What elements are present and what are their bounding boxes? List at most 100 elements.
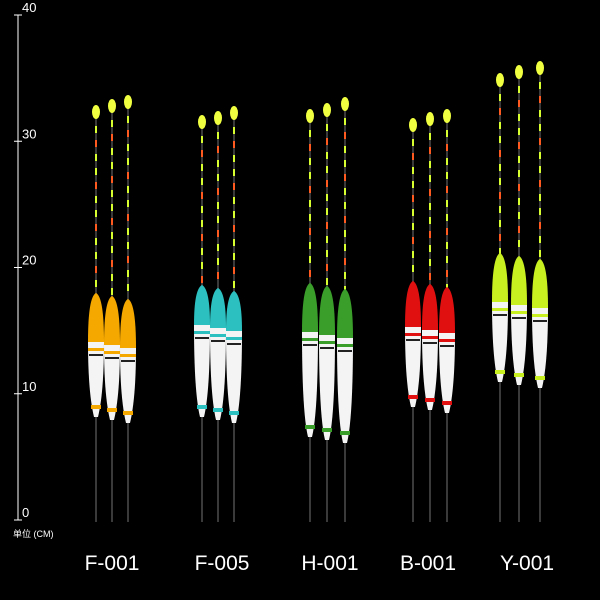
float-stripe <box>120 354 136 357</box>
tick-label: 40 <box>22 0 36 15</box>
float-body-bottom <box>104 345 120 420</box>
tick-label: 10 <box>22 379 36 394</box>
float-body-top <box>511 256 527 305</box>
float-stripe <box>338 350 352 352</box>
float-stripe <box>91 405 101 409</box>
ruler-unit: 单位 (CM) <box>13 528 54 539</box>
float-body-top <box>492 253 508 302</box>
float-stripe <box>514 373 524 377</box>
float-body-bottom <box>120 348 136 423</box>
float-body-top <box>532 259 548 308</box>
float-stripe <box>89 354 103 356</box>
float-body-bottom <box>88 342 104 417</box>
float-stripe <box>408 395 418 399</box>
float-body-top <box>104 296 120 345</box>
float-body-bottom <box>194 325 210 417</box>
float-stripe <box>425 398 435 402</box>
float-stripe <box>511 311 527 314</box>
ruler-ticks: 0 10 20 30 40 <box>14 0 36 521</box>
float-stripe <box>195 337 209 339</box>
antenna-tip <box>124 95 132 109</box>
product-label: F-001 <box>85 552 140 575</box>
float-stripe <box>340 431 350 435</box>
float-body-top <box>194 285 210 325</box>
float-stripe <box>123 411 133 415</box>
antenna-tip <box>426 112 434 126</box>
float-body-bottom <box>422 330 438 410</box>
float-stripe <box>512 317 526 319</box>
antenna-tip <box>443 109 451 123</box>
antenna-tip <box>409 118 417 132</box>
float-body-bottom <box>439 333 455 413</box>
float-stripe <box>422 336 438 339</box>
antenna-tip <box>92 105 100 119</box>
float-stripe <box>442 401 452 405</box>
float-stripe <box>305 425 315 429</box>
float-stripe <box>320 347 334 349</box>
product-label: Y-001 <box>500 552 554 575</box>
float-stripe <box>227 343 241 345</box>
tick-label: 0 <box>22 505 29 520</box>
float-body-top <box>302 283 318 332</box>
float-stripe <box>210 334 226 337</box>
float-stripe <box>337 344 353 347</box>
antenna-tip <box>214 111 222 125</box>
float-body-top <box>319 286 335 335</box>
antenna-tip <box>306 109 314 123</box>
float-stripe <box>88 348 104 351</box>
float-body-top <box>405 281 421 327</box>
float-stripe <box>213 408 223 412</box>
tick-label: 20 <box>22 253 36 268</box>
antenna-tip <box>323 103 331 117</box>
float-stripe <box>423 342 437 344</box>
float-stripe <box>533 320 547 322</box>
float-stripe <box>303 344 317 346</box>
antenna-tip <box>198 115 206 129</box>
float-body-top <box>88 293 104 342</box>
float-body-bottom <box>210 328 226 420</box>
float-stripe <box>197 405 207 409</box>
float-body-bottom <box>492 302 508 382</box>
product-label: B-001 <box>400 552 456 575</box>
float-body-bottom <box>511 305 527 385</box>
antenna-tip <box>341 97 349 111</box>
floats <box>88 61 548 522</box>
float-body-bottom <box>302 332 318 437</box>
float-body-bottom <box>337 338 353 443</box>
float-body-bottom <box>405 327 421 407</box>
float-stripe <box>121 360 135 362</box>
antenna-tip <box>496 73 504 87</box>
float-body-top <box>226 291 242 331</box>
float-stripe <box>406 339 420 341</box>
float-stripe <box>319 341 335 344</box>
float-body-top <box>120 299 136 348</box>
float-stripe <box>322 428 332 432</box>
float-stripe <box>104 351 120 354</box>
float-stripe <box>532 314 548 317</box>
float-body-bottom <box>532 308 548 388</box>
float-body-top <box>439 287 455 333</box>
antenna-tip <box>108 99 116 113</box>
antenna-tip <box>536 61 544 75</box>
float-body-bottom <box>226 331 242 423</box>
float-stripe <box>535 376 545 380</box>
antenna-tip <box>515 65 523 79</box>
float-stripe <box>229 411 239 415</box>
product-label: F-005 <box>195 552 250 575</box>
float-body-bottom <box>319 335 335 440</box>
float-stripe <box>302 338 318 341</box>
float-stripe <box>405 333 421 336</box>
float-stripe <box>194 331 210 334</box>
float-stripe <box>226 337 242 340</box>
float-stripe <box>107 408 117 412</box>
float-body-top <box>337 289 353 338</box>
float-stripe <box>211 340 225 342</box>
float-stripe <box>105 357 119 359</box>
float-body-top <box>210 288 226 328</box>
float-body-top <box>422 284 438 330</box>
tick-label: 30 <box>22 126 36 141</box>
product-labels: F-001 F-005 H-001 B-001 Y-001 <box>85 552 554 575</box>
float-stripe <box>440 345 454 347</box>
float-stripe <box>493 314 507 316</box>
